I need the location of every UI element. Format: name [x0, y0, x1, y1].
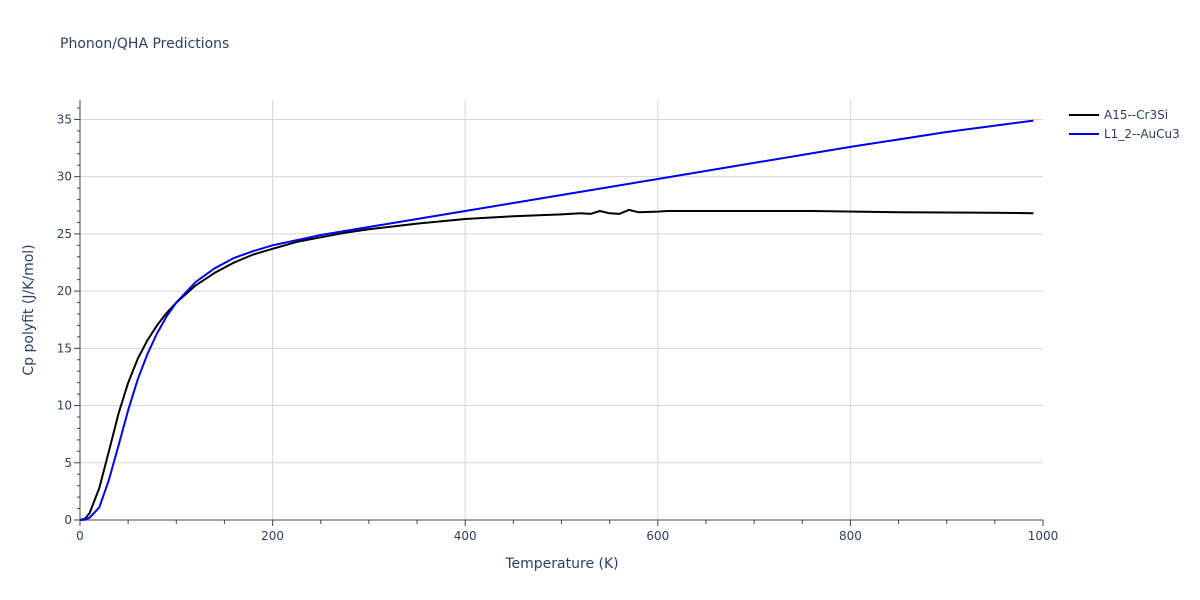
legend[interactable]: A15--Cr3Si L1_2--AuCu3: [1069, 108, 1180, 141]
axes: [74, 100, 1044, 526]
series-line-0: [79, 208, 1034, 521]
chart-title: Phonon/QHA Predictions: [60, 36, 230, 52]
y-tick-label: 20: [57, 284, 72, 298]
x-axis-title: Temperature (K): [504, 556, 618, 572]
y-tick-label: 30: [57, 170, 72, 184]
x-tick-label: 400: [454, 529, 477, 543]
y-tick-label: 25: [57, 227, 72, 241]
plot-area: [79, 119, 1034, 521]
tick-labels: 0 200 400 600 800 1000 0 5 10 15 20 25 30 35: [57, 112, 1059, 543]
x-tick-label: 0: [76, 529, 84, 543]
x-tick-label: 200: [261, 529, 284, 543]
y-tick-label: 0: [64, 513, 72, 527]
legend-label-0: A15--Cr3Si: [1104, 108, 1168, 122]
y-tick-label: 35: [57, 112, 72, 126]
x-tick-label: 1000: [1028, 529, 1059, 543]
series-line-1: [79, 119, 1034, 521]
x-tick-label: 800: [839, 529, 862, 543]
y-tick-label: 5: [64, 456, 72, 470]
y-tick-label: 15: [57, 341, 72, 355]
y-axis-title: Cp polyfit (J/K/mol): [21, 244, 37, 375]
legend-label-1: L1_2--AuCu3: [1104, 127, 1180, 141]
grid-lines: [80, 100, 1043, 520]
y-tick-label: 10: [57, 399, 72, 413]
x-tick-label: 600: [646, 529, 669, 543]
